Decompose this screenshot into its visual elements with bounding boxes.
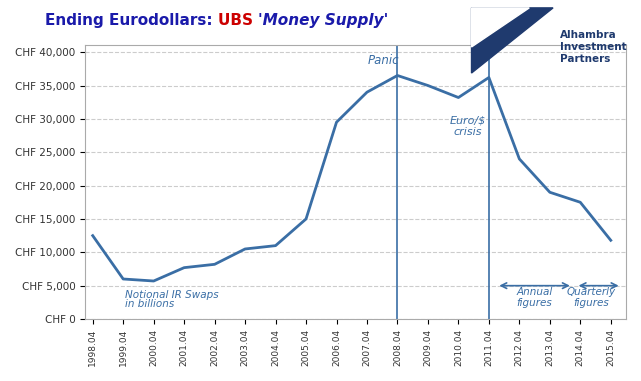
Text: UBS: UBS [218, 13, 258, 28]
Text: Annual
figures: Annual figures [517, 287, 553, 309]
Text: Notional IR Swaps: Notional IR Swaps [125, 290, 219, 300]
Text: Ending Eurodollars:: Ending Eurodollars: [45, 13, 218, 28]
Text: in billions: in billions [125, 299, 174, 309]
Polygon shape [472, 8, 553, 73]
Text: Euro/$
crisis: Euro/$ crisis [449, 115, 486, 137]
Text: Alhambra
Investment
Partners: Alhambra Investment Partners [560, 30, 626, 64]
Text: Quarterly
figures: Quarterly figures [567, 287, 615, 309]
Polygon shape [472, 8, 529, 47]
Text: Panic: Panic [368, 54, 399, 67]
Text: 'Money Supply': 'Money Supply' [258, 13, 388, 28]
